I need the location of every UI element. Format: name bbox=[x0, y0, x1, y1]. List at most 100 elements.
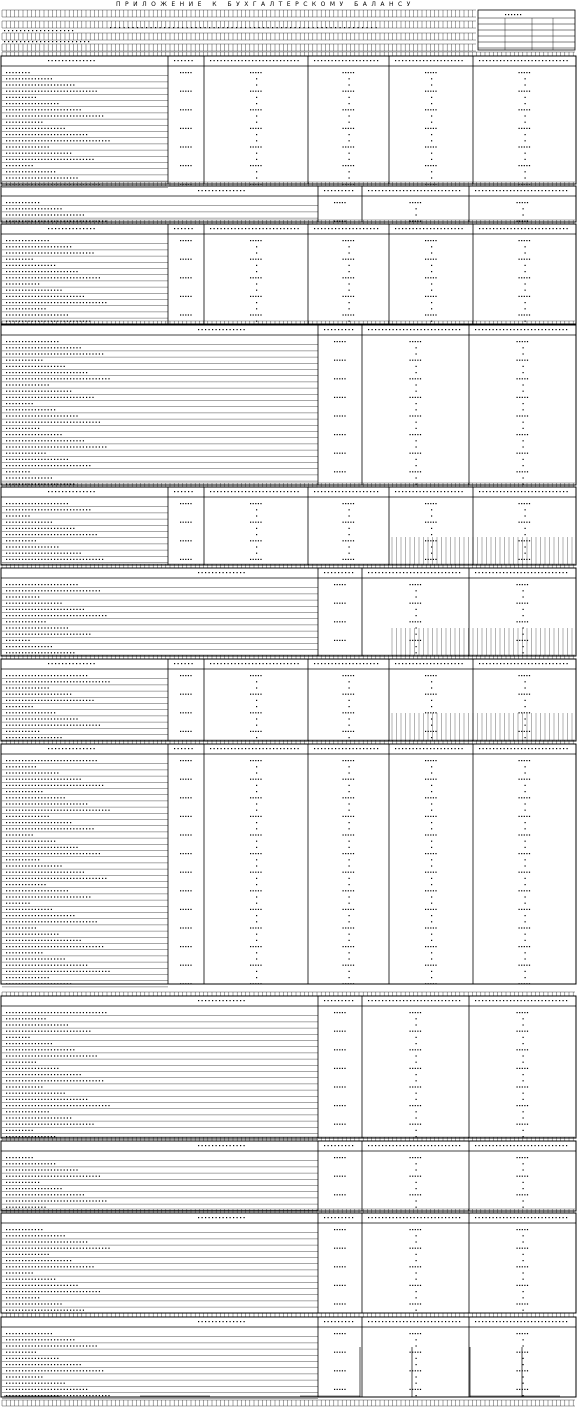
text-glyph bbox=[57, 341, 58, 342]
text-glyph bbox=[70, 271, 71, 272]
text-glyph bbox=[28, 128, 29, 129]
text-glyph bbox=[483, 663, 484, 664]
text-glyph bbox=[28, 621, 29, 622]
text-glyph bbox=[431, 265, 432, 266]
text-glyph bbox=[430, 540, 431, 541]
text-glyph bbox=[32, 509, 33, 510]
text-glyph bbox=[462, 491, 463, 492]
text-glyph bbox=[22, 283, 23, 284]
text-glyph bbox=[255, 314, 256, 315]
text-glyph bbox=[377, 491, 378, 492]
text-glyph bbox=[38, 271, 39, 272]
text-glyph bbox=[60, 422, 61, 423]
text-glyph bbox=[41, 546, 42, 547]
text-glyph bbox=[524, 434, 525, 435]
text-glyph bbox=[415, 202, 416, 203]
text-glyph bbox=[12, 615, 13, 616]
text-glyph bbox=[417, 603, 418, 604]
text-glyph bbox=[525, 290, 526, 291]
text-glyph bbox=[76, 134, 77, 135]
text-glyph bbox=[54, 353, 55, 354]
text-glyph bbox=[183, 91, 184, 92]
text-glyph bbox=[89, 681, 90, 682]
text-glyph bbox=[44, 308, 45, 309]
text-glyph bbox=[209, 27, 210, 28]
text-glyph bbox=[528, 329, 529, 330]
text-glyph bbox=[16, 553, 17, 554]
text-glyph bbox=[12, 384, 13, 385]
text-glyph bbox=[420, 228, 421, 229]
text-glyph bbox=[25, 347, 26, 348]
text-glyph bbox=[519, 91, 520, 92]
text-glyph bbox=[258, 277, 259, 278]
text-glyph bbox=[28, 314, 29, 315]
text-glyph bbox=[16, 434, 17, 435]
text-glyph bbox=[60, 634, 61, 635]
text-glyph bbox=[51, 84, 52, 85]
text-glyph bbox=[185, 228, 186, 229]
text-glyph bbox=[482, 329, 483, 330]
text-glyph bbox=[245, 228, 246, 229]
text-glyph bbox=[12, 30, 13, 31]
text-glyph bbox=[256, 663, 257, 664]
text-glyph bbox=[214, 228, 215, 229]
text-glyph bbox=[32, 378, 33, 379]
text-glyph bbox=[420, 415, 421, 416]
text-glyph bbox=[51, 353, 52, 354]
text-glyph bbox=[25, 277, 26, 278]
text-glyph bbox=[449, 572, 450, 573]
text-glyph bbox=[57, 134, 58, 135]
text-glyph bbox=[51, 603, 52, 604]
text-glyph bbox=[431, 546, 432, 547]
text-glyph bbox=[41, 590, 42, 591]
text-glyph bbox=[35, 271, 36, 272]
text-glyph bbox=[38, 140, 39, 141]
text-glyph bbox=[254, 27, 255, 28]
text-glyph bbox=[552, 572, 553, 573]
text-glyph bbox=[9, 403, 10, 404]
text-glyph bbox=[6, 109, 7, 110]
text-glyph bbox=[67, 559, 68, 560]
text-glyph bbox=[76, 296, 77, 297]
text-glyph bbox=[16, 259, 17, 260]
text-glyph bbox=[22, 652, 23, 653]
text-glyph bbox=[22, 72, 23, 73]
text-glyph bbox=[249, 491, 250, 492]
text-glyph bbox=[89, 534, 90, 535]
text-glyph bbox=[263, 27, 264, 28]
text-glyph bbox=[35, 321, 36, 322]
text-glyph bbox=[12, 403, 13, 404]
text-glyph bbox=[567, 491, 568, 492]
text-glyph bbox=[86, 159, 87, 160]
text-glyph bbox=[28, 153, 29, 154]
text-glyph bbox=[6, 72, 7, 73]
text-glyph bbox=[60, 109, 61, 110]
text-glyph bbox=[431, 572, 432, 573]
text-glyph bbox=[96, 353, 97, 354]
text-glyph bbox=[256, 534, 257, 535]
text-glyph bbox=[19, 78, 20, 79]
text-glyph bbox=[67, 484, 68, 485]
text-glyph bbox=[51, 134, 52, 135]
text-glyph bbox=[52, 30, 53, 31]
text-glyph bbox=[64, 177, 65, 178]
text-glyph bbox=[231, 60, 232, 61]
text-glyph bbox=[38, 372, 39, 373]
text-glyph bbox=[80, 60, 81, 61]
text-glyph bbox=[526, 72, 527, 73]
text-glyph bbox=[190, 314, 191, 315]
text-glyph bbox=[410, 341, 411, 342]
text-glyph bbox=[522, 621, 523, 622]
text-glyph bbox=[22, 353, 23, 354]
text-glyph bbox=[38, 103, 39, 104]
text-glyph bbox=[525, 681, 526, 682]
text-glyph bbox=[350, 165, 351, 166]
text-glyph bbox=[28, 528, 29, 529]
text-glyph bbox=[60, 347, 61, 348]
text-glyph bbox=[70, 140, 71, 141]
text-glyph bbox=[216, 190, 217, 191]
text-glyph bbox=[255, 165, 256, 166]
text-glyph bbox=[41, 391, 42, 392]
text-glyph bbox=[48, 559, 49, 560]
